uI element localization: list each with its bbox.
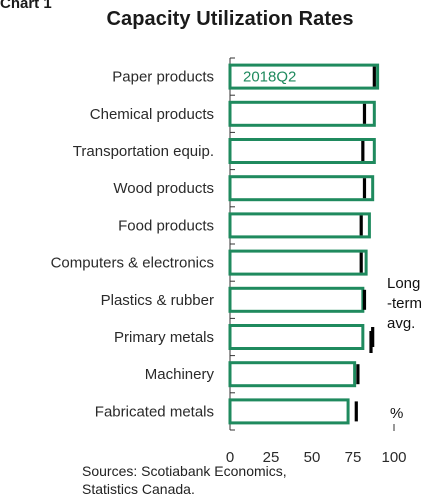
category-label: Plastics & rubber [101, 292, 214, 309]
bar [228, 361, 357, 388]
bar [228, 100, 376, 127]
chart-title: Capacity Utilization Rates [106, 8, 354, 30]
bar [228, 286, 365, 313]
x-tick-label: 100 [381, 449, 406, 466]
category-label: Transportation equip. [73, 143, 214, 160]
bar [228, 249, 368, 276]
bar [228, 175, 375, 202]
category-label: Primary metals [114, 329, 214, 346]
marker-legend-label: Long [387, 275, 420, 292]
bar [228, 398, 350, 425]
category-label: Fabricated metals [95, 403, 214, 420]
bar [228, 212, 371, 239]
source-note: Sources: Scotiabank Economics, Statistic… [82, 462, 287, 498]
x-tick-label: 0 [226, 449, 234, 466]
bar [228, 63, 380, 90]
source-line-2: Statistics Canada. [82, 481, 195, 497]
x-tick-label: 25 [263, 449, 280, 466]
source-line-1: Sources: Scotiabank Economics, [82, 463, 287, 479]
category-label: Paper products [112, 69, 214, 86]
category-label: Food products [118, 217, 214, 234]
category-label: Chemical products [90, 106, 214, 123]
marker-legend-label: avg. [387, 315, 415, 332]
category-label: Wood products [113, 180, 214, 197]
bar [228, 138, 376, 164]
category-label: Machinery [145, 366, 215, 383]
marker-legend-label: -term [387, 295, 422, 312]
bar [228, 324, 365, 350]
x-tick-label: 50 [304, 449, 321, 466]
category-label: Computers & electronics [51, 255, 214, 272]
bar-legend-label: 2018Q2 [243, 69, 296, 86]
x-tick-label: 75 [345, 449, 362, 466]
chart-number-label: Chart 1 [0, 0, 52, 12]
unit-label: % [390, 405, 403, 422]
